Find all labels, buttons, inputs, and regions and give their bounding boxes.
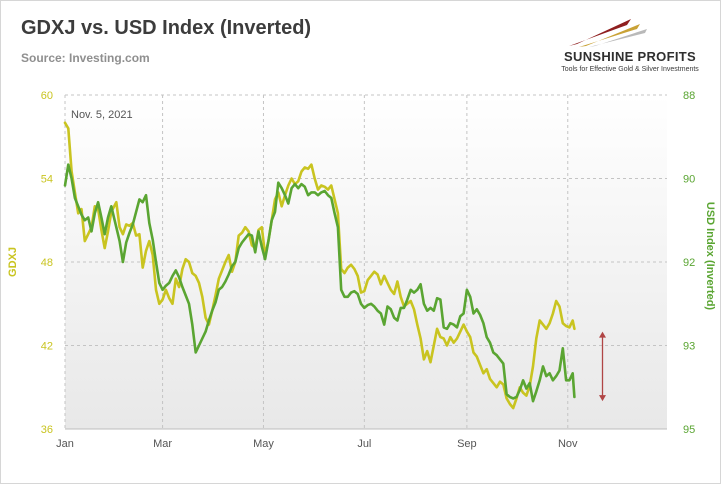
series-line-usd-index-inverted xyxy=(63,163,576,403)
left-axis-ticks: 60 54 48 42 36 xyxy=(41,90,53,436)
x-axis-ticks: Jan Mar May Jul Sep Nov xyxy=(56,438,578,450)
right-tick-label: 92 xyxy=(683,257,695,269)
date-annotation: Nov. 5, 2021 xyxy=(71,109,133,121)
series-lines xyxy=(63,121,576,410)
right-axis-label: USD Index (Inverted) xyxy=(704,202,716,311)
left-tick-label: 42 xyxy=(41,341,53,353)
left-tick-label: 60 xyxy=(41,90,53,102)
arrow-head-down xyxy=(599,395,606,402)
x-tick-label: Mar xyxy=(153,438,172,450)
right-axis-ticks: 88 90 92 93 95 xyxy=(683,90,695,436)
logo-name: SUNSHINE PROFITS xyxy=(564,49,696,64)
left-tick-label: 48 xyxy=(41,257,53,269)
grid-lines xyxy=(64,94,667,430)
x-tick-label: Jul xyxy=(357,438,371,450)
right-tick-label: 95 xyxy=(683,424,695,436)
sunshine-profits-logo: SUNSHINE PROFITS Tools for Effective Gol… xyxy=(557,15,703,79)
logo-tagline: Tools for Effective Gold & Silver Invest… xyxy=(561,66,699,73)
left-tick-label: 54 xyxy=(41,174,53,186)
series-line-gdxj xyxy=(63,121,576,410)
x-tick-label: May xyxy=(253,438,274,450)
chart-source: Source: Investing.com xyxy=(21,51,150,65)
arrow-head-up xyxy=(599,331,606,338)
right-tick-label: 90 xyxy=(683,174,695,186)
x-tick-label: Sep xyxy=(457,438,477,450)
double-arrow-icon xyxy=(599,331,606,402)
right-tick-label: 88 xyxy=(683,90,695,102)
chart-title: GDXJ vs. USD Index (Inverted) xyxy=(21,17,312,39)
left-axis-label: GDXJ xyxy=(7,247,19,277)
x-tick-label: Nov xyxy=(558,438,578,450)
x-tick-label: Jan xyxy=(56,438,74,450)
left-tick-label: 36 xyxy=(41,424,53,436)
right-tick-label: 93 xyxy=(683,341,695,353)
